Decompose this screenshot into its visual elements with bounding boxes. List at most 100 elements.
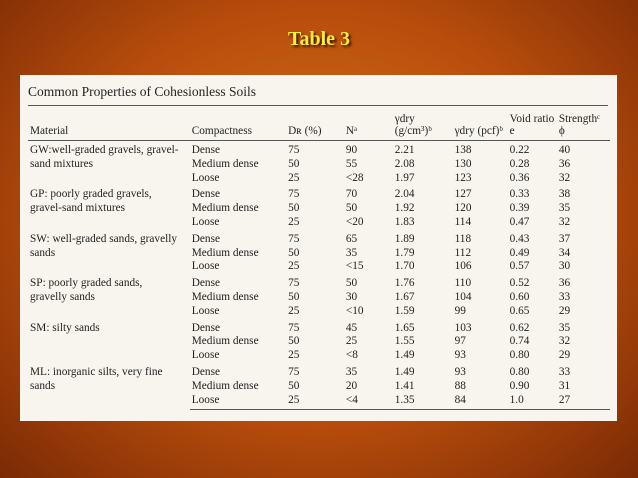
- table-cell: 93: [454, 349, 466, 362]
- table-cell: 0.36: [509, 171, 530, 184]
- header-cell: Strengthᶜ ϕ: [556, 113, 610, 141]
- table-row: SM: silty sands Dense 75 45 1.65 103 0.62 35: [28, 319, 610, 336]
- table-cell: 0.28: [509, 157, 530, 170]
- table-cell: <4: [343, 393, 393, 411]
- table-cell: 75: [288, 365, 300, 378]
- table-cell: 1.76: [394, 277, 415, 290]
- table-cell: Loose: [189, 393, 287, 411]
- table-cell: 25: [288, 171, 300, 184]
- table-cell: 33: [558, 290, 571, 303]
- table-row: Loose 25 <10 1.59 99 0.65 29: [28, 305, 610, 319]
- table-cell: 25: [288, 260, 300, 273]
- table-cell: 25: [288, 304, 300, 317]
- table-cell: 0.62: [509, 321, 530, 334]
- table-cell: Medium dense: [191, 202, 259, 215]
- table-cell: 114: [454, 215, 472, 228]
- table-row: Loose 25 <28 1.97 123 0.36 32: [28, 172, 610, 186]
- row-group: GP: poorly graded gravels, gravel-sand m…: [28, 185, 610, 229]
- table-cell: Loose: [191, 171, 220, 184]
- material-cell: ML: inorganic silts, very fine sands: [30, 365, 163, 392]
- table-cell: <10: [345, 304, 364, 317]
- material-cell: GW:well-graded gravels, gravel-sand mixt…: [30, 144, 179, 170]
- table-cell: 1.0: [507, 393, 557, 411]
- table-cell: <20: [345, 215, 364, 228]
- table-cell: 112: [454, 246, 472, 259]
- table-cell: 0.60: [509, 290, 530, 303]
- header-cell: Compactness: [189, 113, 287, 141]
- table-cell: 2.08: [394, 157, 415, 170]
- table-cell: 1.67: [394, 290, 415, 303]
- table-row: Loose 25 <4 1.35 84 1.0 27: [28, 393, 610, 411]
- table-cell: 34: [558, 246, 571, 259]
- table-cell: 0.33: [509, 188, 530, 201]
- table-cell: 2.04: [394, 188, 415, 201]
- slide-title: Table 3: [287, 28, 351, 50]
- table-cell: 35: [558, 202, 571, 215]
- table-row: GW:well-graded gravels, gravel-sand mixt…: [28, 141, 610, 170]
- table-cell: 37: [558, 232, 571, 245]
- header-cell: γdry (pcf)ᵇ: [452, 113, 508, 141]
- table-cell: Medium dense: [191, 246, 259, 259]
- table-cell: 30: [558, 260, 571, 273]
- table-cell: 2.21: [394, 144, 415, 156]
- table-cell: 1.49: [394, 349, 415, 362]
- table-cell: <28: [345, 171, 364, 184]
- table-cell: 75: [288, 144, 300, 156]
- table-cell: 88: [454, 379, 466, 392]
- table-cell: 35: [558, 321, 571, 334]
- row-group: GW:well-graded gravels, gravel-sand mixt…: [28, 141, 610, 186]
- table-cell: 0.80: [509, 349, 530, 362]
- table-cell: 45: [345, 321, 358, 334]
- row-group: SM: silty sands Dense 75 45 1.65 103 0.62 35 Med…: [28, 319, 610, 363]
- table-cell: 32: [558, 171, 571, 184]
- table-cell: 25: [345, 335, 358, 348]
- table-cell: 1.65: [394, 321, 415, 334]
- row-group: SW: well-graded sands, gravelly sands Den…: [28, 230, 610, 274]
- table: Material Compactness Dʀ (%) Nᵃ γdry (g/cm³)ᵇ…: [28, 113, 610, 411]
- table-cell: 0.47: [509, 215, 530, 228]
- table-cell: 50: [345, 202, 358, 215]
- row-group: ML: inorganic silts, very fine sands Dens…: [28, 363, 610, 411]
- table-cell: 31: [558, 379, 571, 392]
- rule: [28, 105, 608, 106]
- table-cell: Dense: [191, 188, 220, 201]
- table-cell: 20: [345, 379, 358, 392]
- table-cell: 118: [454, 232, 472, 245]
- table-cell: 50: [345, 277, 358, 290]
- table-cell: 35: [345, 246, 358, 259]
- header-cell: Void ratio e: [507, 113, 557, 141]
- table-cell: 0.22: [509, 144, 530, 156]
- table-cell: 75: [288, 188, 300, 201]
- table-cell: 1.92: [394, 202, 415, 215]
- table-cell: Dense: [191, 144, 220, 156]
- table-row: ML: inorganic silts, very fine sands Dens…: [28, 363, 610, 392]
- table-cell: 0.52: [509, 277, 530, 290]
- table-cell: Loose: [191, 215, 220, 228]
- table-cell: 123: [454, 171, 472, 184]
- table-cell: 36: [558, 157, 571, 170]
- table-cell: Loose: [191, 349, 220, 362]
- table-cell: 38: [558, 188, 571, 201]
- table-panel: Common Properties of Cohesionless Soils …: [20, 75, 617, 421]
- table-cell: Dense: [191, 232, 220, 245]
- header-row: Material Compactness Dʀ (%) Nᵃ γdry (g/cm³)ᵇ…: [28, 113, 610, 141]
- table-cell: 84: [452, 393, 508, 411]
- material-cell: SP: poorly graded sands, gravelly sands: [30, 277, 143, 303]
- table-caption: Common Properties of Cohesionless Soils: [28, 84, 257, 99]
- table-cell: 75: [288, 321, 300, 334]
- table-cell: 29: [558, 349, 571, 362]
- row-group: SP: poorly graded sands, gravelly sands D…: [28, 274, 610, 318]
- table-cell: Dense: [191, 277, 220, 290]
- table-cell: 75: [288, 277, 300, 290]
- table-cell: 65: [345, 232, 358, 245]
- table-cell: <15: [345, 260, 364, 273]
- table-cell: 29: [558, 304, 571, 317]
- table-cell: <8: [345, 349, 358, 362]
- material-cell: GP: poorly graded gravels, gravel-sand m…: [30, 188, 152, 215]
- table-row: Medium dense 50 25 1.55 97 0.74 32: [28, 335, 610, 349]
- table-cell: 35: [345, 365, 358, 378]
- table-cell: 1.35: [392, 393, 453, 411]
- table-cell: Medium dense: [191, 157, 259, 170]
- table-cell: 1.55: [394, 335, 415, 348]
